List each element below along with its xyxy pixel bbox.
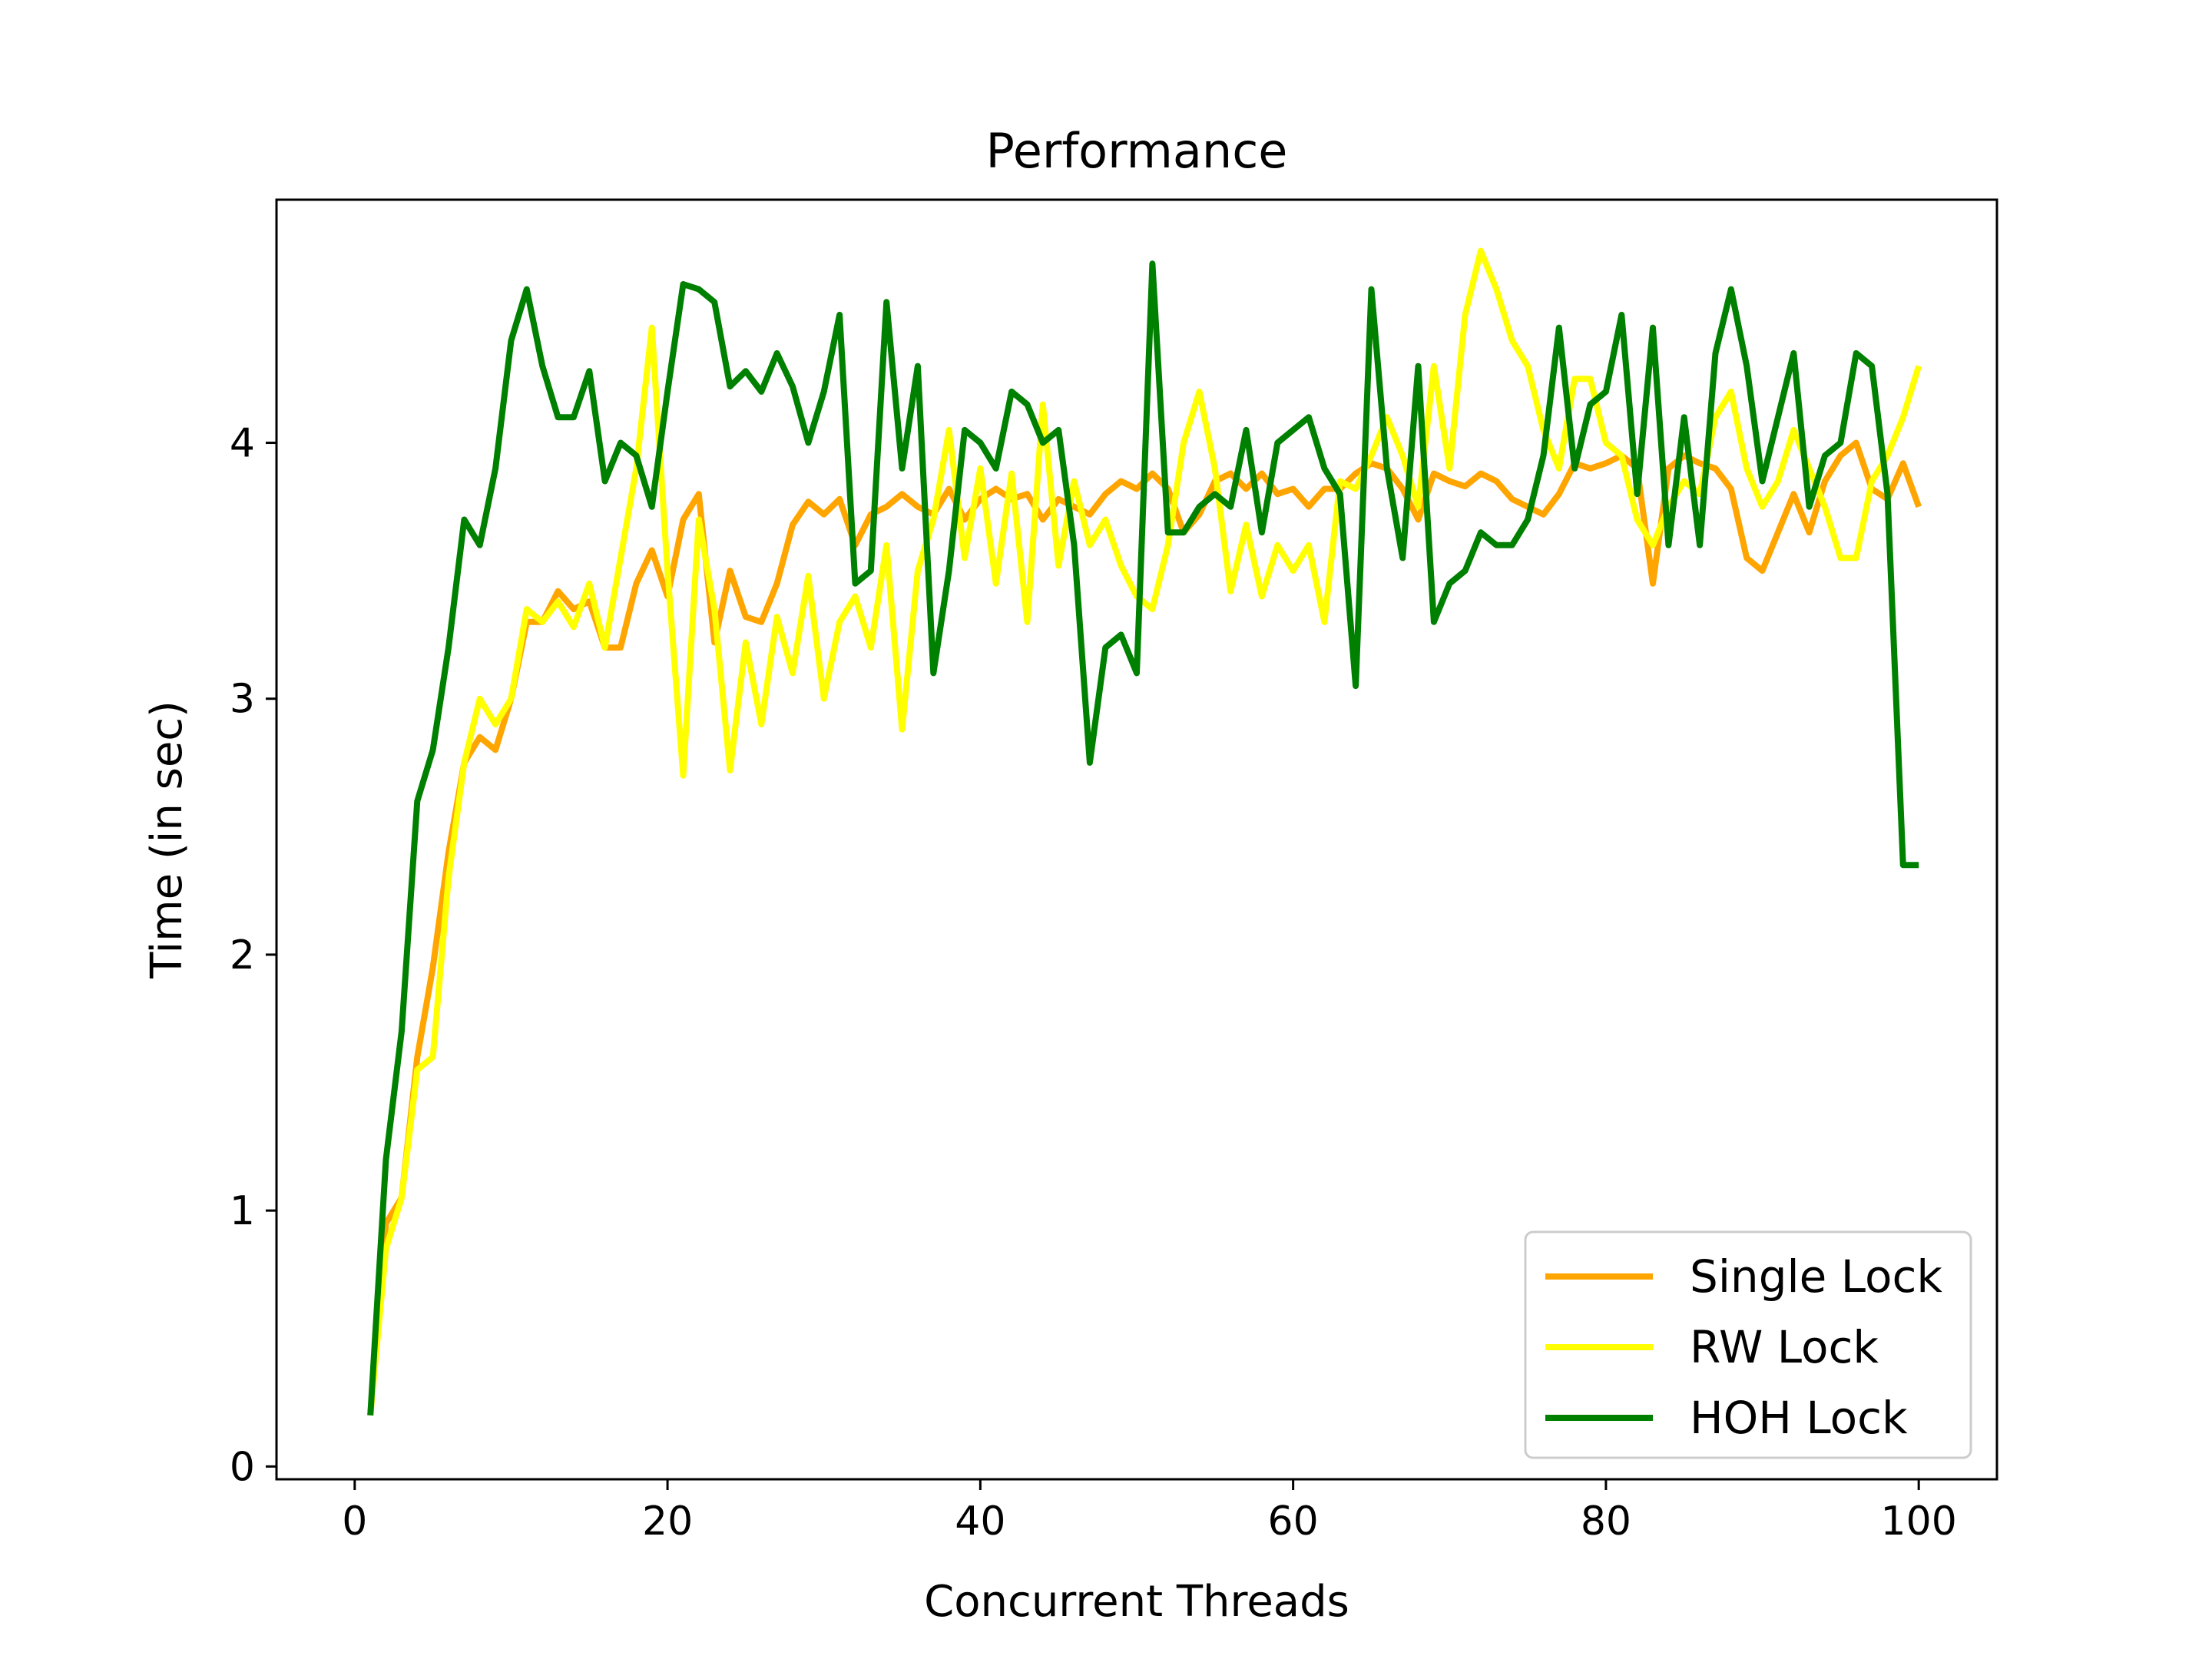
series-line-2 <box>367 247 1922 1416</box>
y-tick-label: 0 <box>230 1444 255 1490</box>
series-layer <box>367 247 1922 1416</box>
chart-title: Performance <box>986 123 1288 179</box>
y-tick-label: 4 <box>230 421 255 467</box>
series-line-3 <box>367 260 1919 1416</box>
x-axis-ticks: 0 20 40 60 80 100 <box>342 1479 1957 1545</box>
x-tick-label: 60 <box>1268 1498 1319 1545</box>
legend-entries: Single Lock RW Lock HOH Lock <box>1545 1250 1942 1444</box>
x-tick-label: 100 <box>1881 1498 1957 1545</box>
y-axis-ticks: 0 1 2 3 4 <box>230 421 276 1490</box>
x-tick-label: 0 <box>342 1498 367 1545</box>
legend-label-3: HOH Lock <box>1690 1392 1908 1444</box>
x-tick-label: 80 <box>1581 1498 1631 1545</box>
x-axis-label: Concurrent Threads <box>924 1577 1349 1627</box>
plot-area <box>275 198 1998 1481</box>
legend: Single Lock RW Lock HOH Lock <box>1524 1230 1972 1459</box>
x-tick-label: 40 <box>955 1498 1005 1545</box>
legend-label-2: RW Lock <box>1690 1321 1879 1373</box>
legend-label-1: Single Lock <box>1690 1250 1942 1303</box>
legend-box <box>1524 1230 1972 1459</box>
y-tick-label: 3 <box>230 677 255 723</box>
y-axis-label: Time (in sec) <box>142 700 192 979</box>
y-tick-label: 2 <box>230 932 255 979</box>
y-tick-label: 1 <box>230 1188 255 1234</box>
x-tick-label: 20 <box>642 1498 693 1545</box>
axes-frame <box>275 198 1998 1481</box>
